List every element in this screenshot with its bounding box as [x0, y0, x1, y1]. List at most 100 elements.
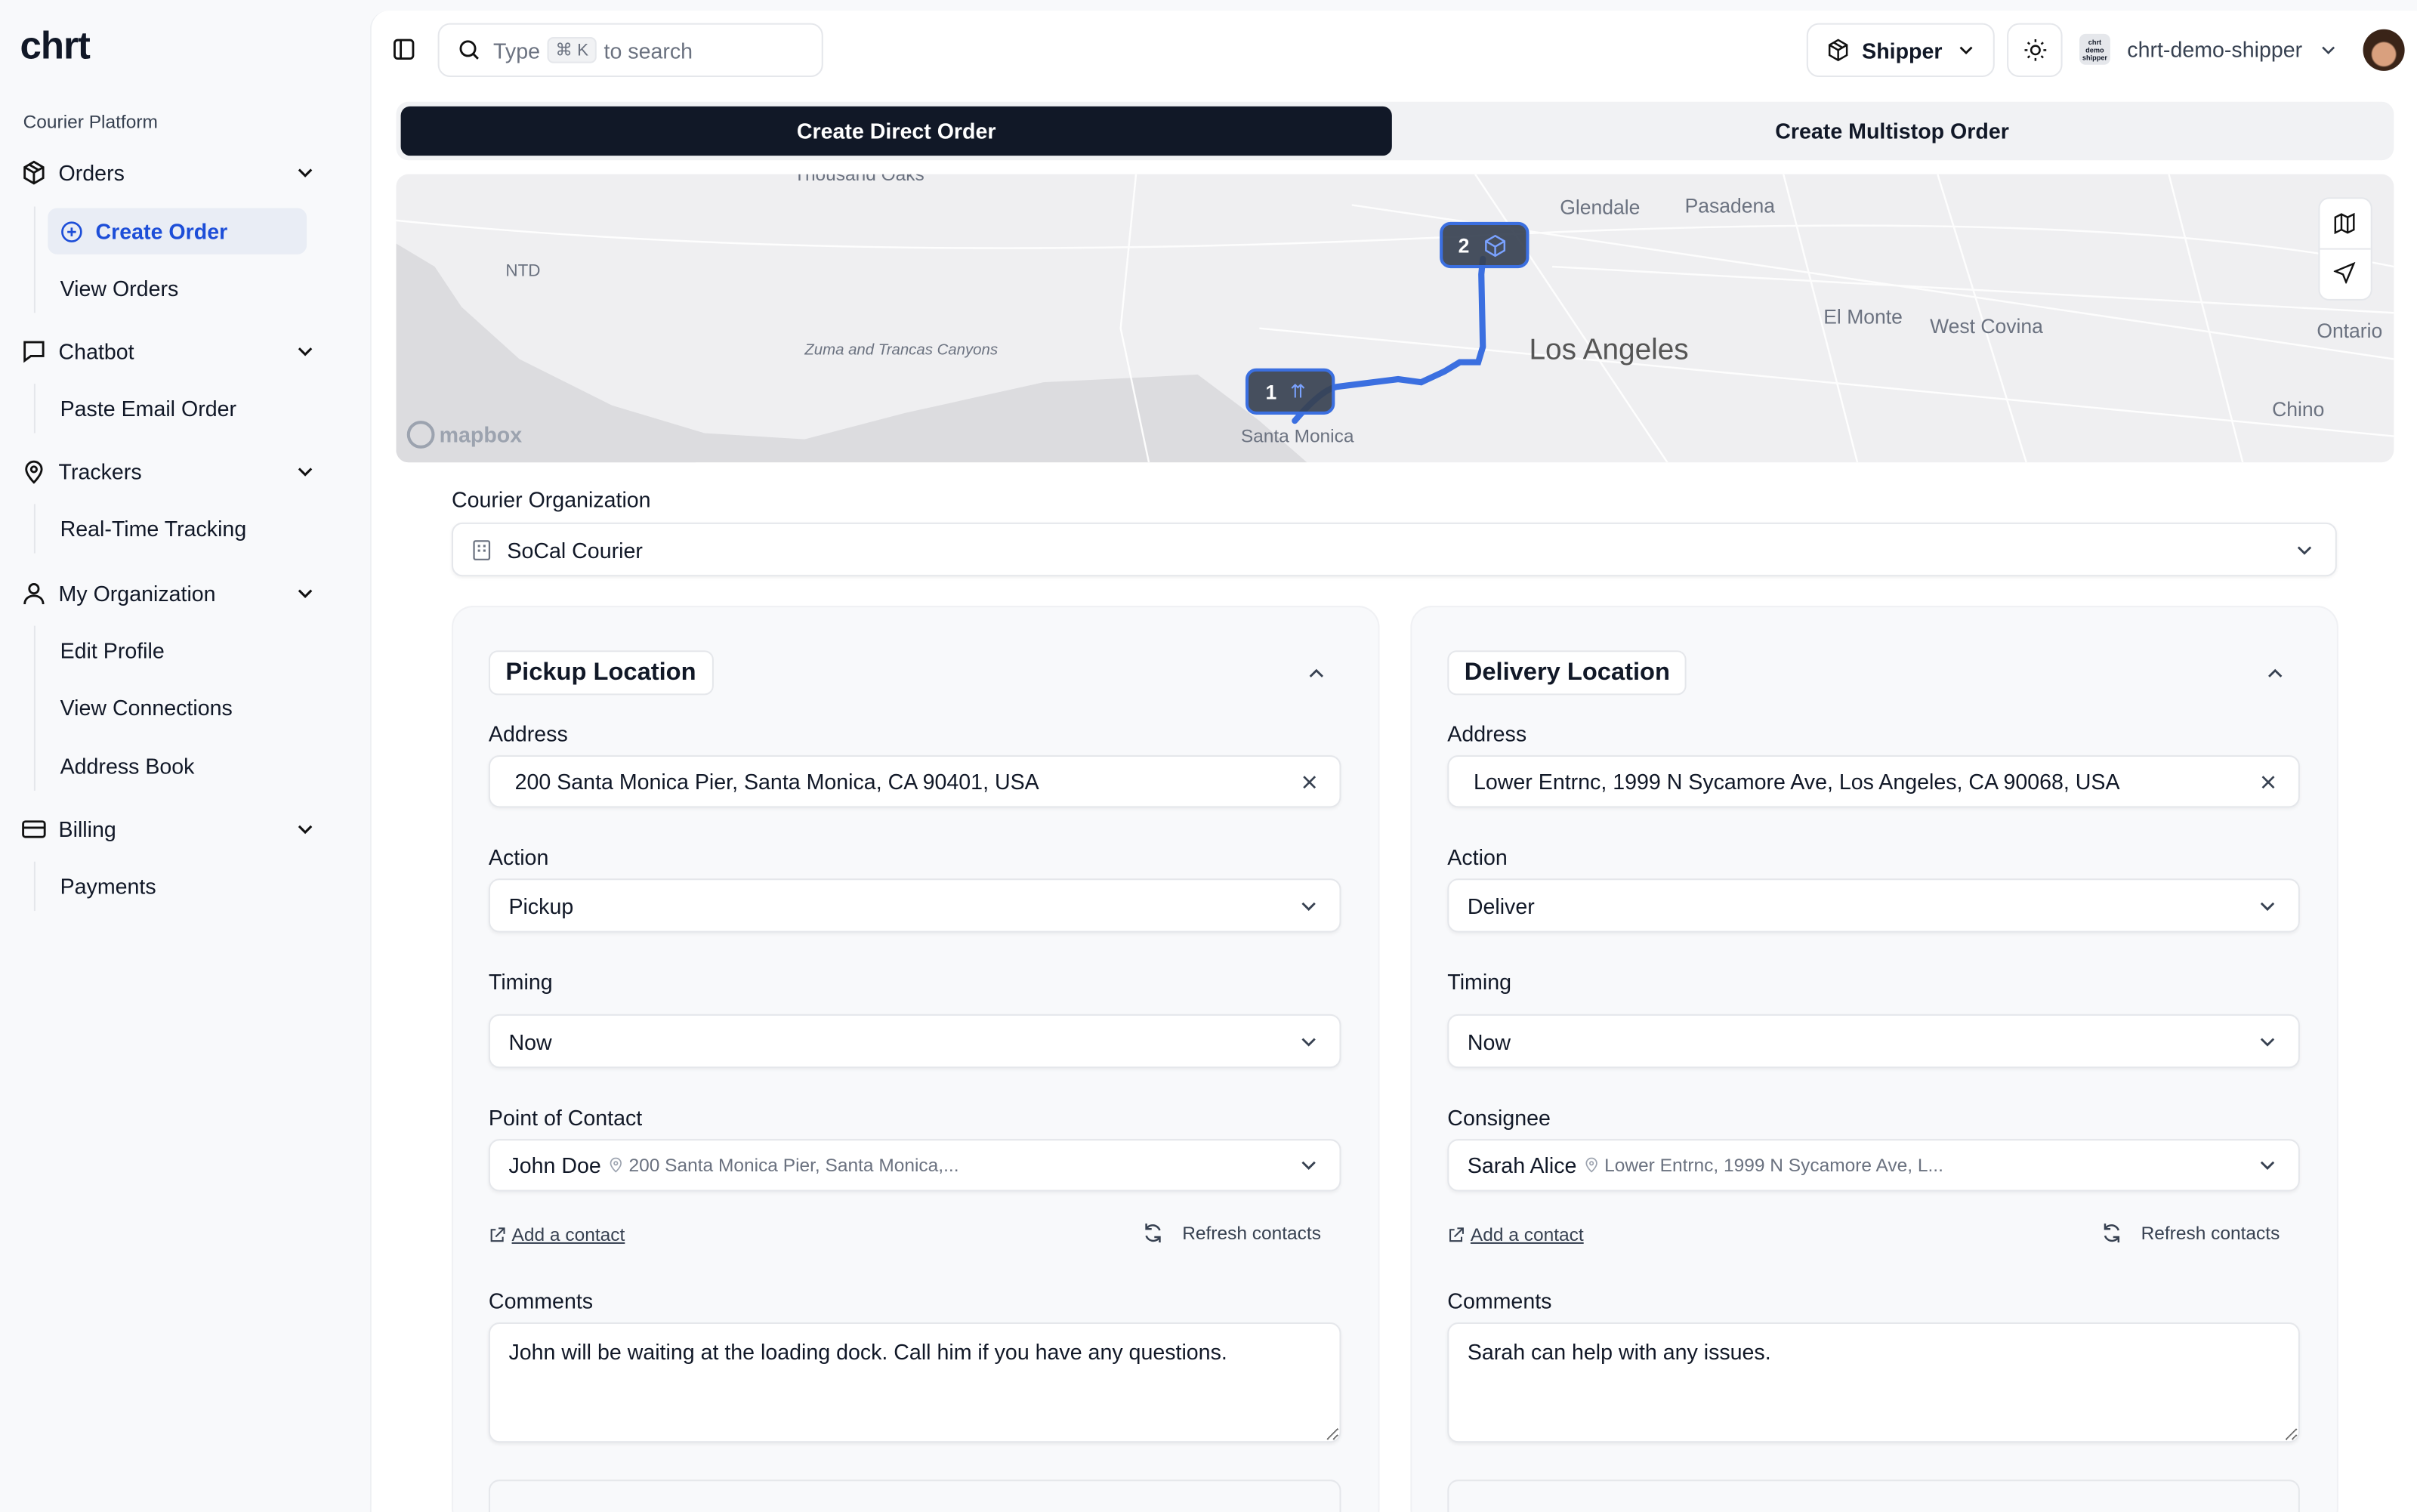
sidebar-group-orders[interactable]: Orders	[22, 154, 333, 191]
delivery-contact-select[interactable]: Sarah Alice Lower Entrnc, 1999 N Sycamor…	[1447, 1139, 2300, 1192]
sidebar-group-trackers[interactable]: Trackers	[22, 453, 333, 490]
delivery-comments-textarea[interactable]: Sarah can help with any issues.	[1447, 1322, 2300, 1443]
chevron-down-icon	[1301, 901, 1316, 911]
action-label: Action	[488, 844, 549, 870]
pickup-address-input[interactable]: 200 Santa Monica Pier, Santa Monica, CA …	[488, 754, 1341, 808]
sidebar-group-label: Trackers	[58, 459, 142, 484]
chevron-down-icon	[2260, 901, 2275, 911]
sidebar-toggle-icon[interactable]	[393, 39, 415, 60]
shortcut-kbd: ⌘ K	[548, 36, 597, 63]
route-map[interactable]: Thousand Oaks Glendale Pasadena NTD Zuma…	[396, 174, 2394, 463]
pickup-comments-textarea[interactable]: John will be waiting at the loading dock…	[488, 1322, 1341, 1443]
add-contact-label: Add a contact	[511, 1223, 625, 1245]
order-type-tabs: Create Direct Order Create Multistop Ord…	[396, 101, 2394, 161]
sidebar-item-payments[interactable]: Payments	[48, 863, 307, 909]
sidebar-group-label: Billing	[58, 816, 116, 842]
add-contact-link[interactable]: Add a contact	[489, 1223, 625, 1245]
map-pin-icon	[610, 1157, 622, 1173]
tab-create-direct-order[interactable]: Create Direct Order	[400, 106, 1392, 156]
pickup-title: Pickup Location	[488, 650, 714, 696]
search-placeholder-post: to search	[603, 37, 693, 63]
role-selector[interactable]: Shipper	[1806, 23, 1995, 78]
comments-label: Comments	[488, 1288, 594, 1313]
contact-name: Sarah Alice	[1467, 1153, 1577, 1178]
marker-2: 2	[1440, 221, 1530, 269]
pickup-timing-select[interactable]: Now	[488, 1014, 1341, 1069]
map-label: El Monte	[1823, 306, 1903, 329]
chevron-up-icon[interactable]	[1307, 665, 1326, 683]
chevron-down-icon	[2260, 1161, 2275, 1170]
chevron-down-icon[interactable]	[296, 584, 314, 602]
sidebar-item-label: Paste Email Order	[60, 396, 237, 421]
delivery-card: Delivery Location Address Lower Entrnc, …	[1410, 606, 2338, 1512]
sidebar-item-edit-profile[interactable]: Edit Profile	[48, 628, 307, 674]
sidebar-group-chatbot[interactable]: Chatbot	[22, 333, 333, 370]
clear-icon[interactable]	[1301, 773, 1317, 790]
logo[interactable]: chrt	[20, 24, 91, 68]
sidebar-item-view-orders[interactable]: View Orders	[48, 265, 307, 311]
comments-label: Comments	[1447, 1288, 1552, 1313]
courier-org-label: Courier Organization	[451, 486, 651, 512]
svg-text:2: 2	[1459, 235, 1470, 258]
delivery-action-select[interactable]: Deliver	[1447, 878, 2300, 933]
sidebar-group-my-organization[interactable]: My Organization	[22, 575, 333, 612]
org-avatar: chrt demo shipper	[2079, 33, 2110, 65]
sidebar-group-billing[interactable]: Billing	[22, 810, 333, 847]
chevron-down-icon[interactable]	[296, 342, 314, 360]
org-switcher[interactable]: chrt-demo-shipper	[2127, 36, 2303, 62]
sidebar-item-label: Edit Profile	[60, 637, 165, 663]
user-avatar[interactable]	[2363, 29, 2405, 71]
map-controls	[2320, 199, 2371, 299]
sidebar-item-label: Payments	[60, 874, 156, 899]
action-value: Deliver	[1467, 893, 1535, 918]
chevron-down-icon	[1301, 1037, 1316, 1046]
timing-label: Timing	[1447, 969, 1512, 995]
search-input[interactable]: Type ⌘ K to search	[437, 23, 823, 78]
chevron-down-icon[interactable]	[296, 820, 314, 838]
sidebar-item-create-order[interactable]: Create Order	[48, 208, 307, 255]
delivery-address-input[interactable]: Lower Entrnc, 1999 N Sycamore Ave, Los A…	[1447, 754, 2300, 808]
add-contact-link[interactable]: Add a contact	[1447, 1223, 1584, 1245]
clear-icon[interactable]	[2260, 773, 2277, 790]
refresh-contacts-button[interactable]: Refresh contacts	[2101, 1222, 2280, 1244]
map-label: Chino	[2272, 398, 2324, 421]
chevron-down-icon[interactable]	[296, 462, 314, 480]
ocean-area	[396, 243, 1307, 463]
sidebar-item-address-book[interactable]: Address Book	[48, 743, 307, 789]
chevron-down-icon	[1301, 1161, 1316, 1170]
contact-label: Consignee	[1447, 1105, 1551, 1130]
map-label: Ontario	[2317, 319, 2382, 342]
sun-icon	[2023, 39, 2046, 61]
delivery-timing-select[interactable]: Now	[1447, 1014, 2300, 1069]
contact-label: Point of Contact	[488, 1105, 643, 1130]
search-icon	[459, 40, 479, 60]
pickup-contact-select[interactable]: John Doe 200 Santa Monica Pier, Santa Mo…	[488, 1139, 1341, 1192]
sidebar-item-real-time-tracking[interactable]: Real-Time Tracking	[48, 505, 307, 551]
sidebar-item-view-connections[interactable]: View Connections	[48, 684, 307, 730]
courier-org-select[interactable]: SoCal Courier	[451, 522, 2337, 577]
external-link-icon	[1449, 1227, 1464, 1242]
chevron-down-icon[interactable]	[296, 163, 314, 181]
map-label: Zuma and Trancas Canyons	[804, 341, 998, 358]
chevron-down-icon	[2260, 1037, 2275, 1046]
delivery-next-section	[1447, 1480, 2300, 1512]
sidebar-section-label: Courier Platform	[23, 110, 158, 133]
sidebar-group-label: Orders	[58, 160, 125, 185]
refresh-contacts-button[interactable]: Refresh contacts	[1142, 1222, 1321, 1244]
address-value: 200 Santa Monica Pier, Santa Monica, CA …	[514, 769, 1039, 795]
pickup-action-select[interactable]: Pickup	[488, 878, 1341, 933]
delivery-title: Delivery Location	[1447, 650, 1687, 696]
theme-toggle-button[interactable]	[2007, 23, 2063, 78]
mapbox-logo: mapbox	[440, 424, 523, 448]
map-label: Santa Monica	[1241, 427, 1354, 447]
courier-org-value: SoCal Courier	[507, 537, 643, 562]
chevron-up-icon[interactable]	[2266, 665, 2284, 683]
chevron-down-icon[interactable]	[2320, 42, 2336, 58]
map-layers-icon[interactable]	[2334, 212, 2356, 235]
marker-1: 1 ⇈	[1245, 368, 1335, 415]
refresh-icon	[2104, 1223, 2119, 1243]
navigation-icon[interactable]	[2333, 261, 2356, 284]
sidebar-item-paste-email-order[interactable]: Paste Email Order	[48, 385, 307, 431]
tab-create-multistop-order[interactable]: Create Multistop Order	[1775, 119, 2009, 143]
refresh-icon	[1145, 1223, 1161, 1243]
